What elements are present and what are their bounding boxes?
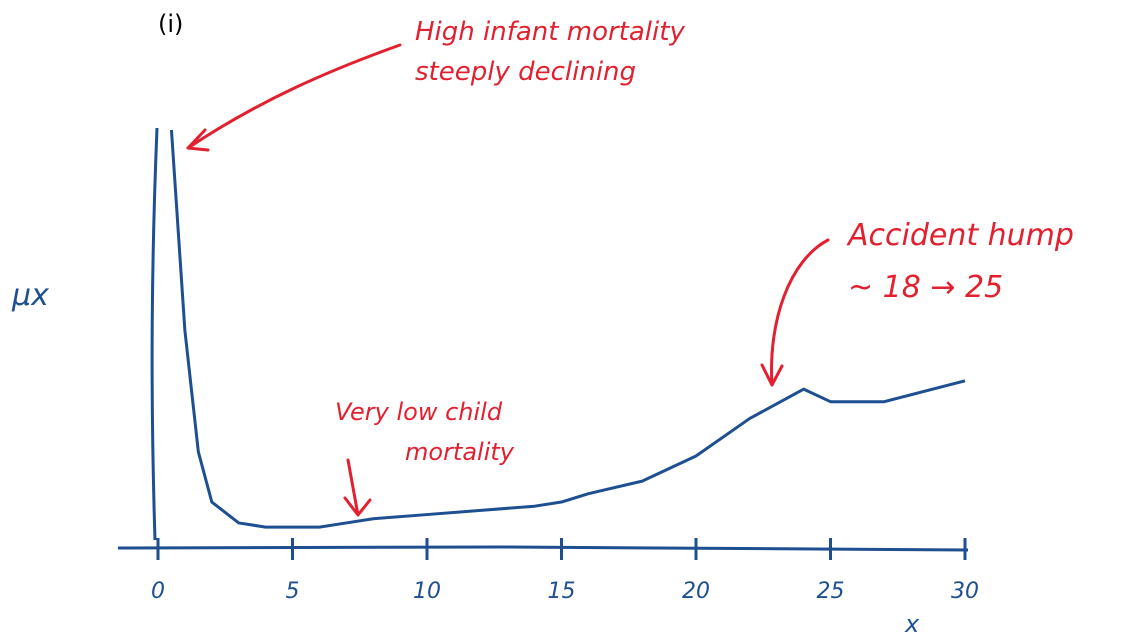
x-tick-label: 5 — [286, 579, 300, 604]
arrow — [188, 45, 400, 150]
arrow — [762, 240, 828, 385]
annotation: High infant mortality — [415, 17, 685, 47]
annotation: steeply declining — [415, 57, 636, 87]
x-axis-label: x — [904, 610, 920, 636]
y-axis-label: μx — [11, 278, 49, 313]
x-tick-label: 25 — [817, 579, 845, 604]
annotation: mortality — [405, 438, 515, 466]
chart: (i) μx x 0 5 10 15 20 25 30 High infant mortali… — [0, 0, 1124, 636]
x-tick-label: 20 — [682, 579, 710, 604]
chart-title: (i) — [158, 10, 183, 38]
x-tick-label: 0 — [151, 579, 165, 604]
axes — [118, 128, 968, 550]
annotation: ~ 18 → 25 — [848, 270, 1003, 305]
x-tick-label: 30 — [951, 579, 979, 604]
y-axis — [152, 128, 157, 540]
x-tick-label: 10 — [413, 579, 441, 604]
x-tick-label: 15 — [548, 579, 576, 604]
annotation: Accident hump — [846, 218, 1074, 253]
arrow — [345, 460, 370, 515]
x-axis — [118, 547, 968, 550]
data-line — [171, 130, 965, 527]
annotation: Very low child — [335, 398, 503, 426]
